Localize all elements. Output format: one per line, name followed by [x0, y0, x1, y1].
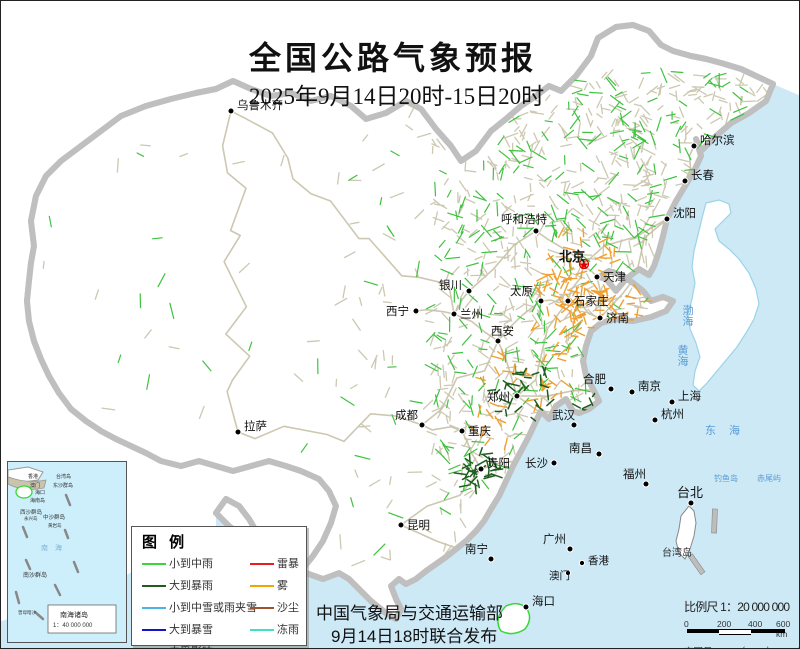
svg-text:中沙群岛: 中沙群岛: [43, 513, 66, 521]
svg-text:南海诸岛: 南海诸岛: [60, 610, 88, 619]
svg-text:海南岛: 海南岛: [30, 497, 45, 504]
svg-text:台湾岛: 台湾岛: [56, 473, 71, 480]
svg-text:海口: 海口: [35, 489, 45, 496]
svg-text:香港: 香港: [28, 473, 38, 480]
svg-text:西沙群岛: 西沙群岛: [20, 508, 43, 516]
svg-text:1：40 000 000: 1：40 000 000: [53, 623, 93, 629]
svg-text:黄岩岛: 黄岩岛: [48, 522, 62, 529]
svg-text:南沙群岛: 南沙群岛: [23, 571, 47, 579]
svg-text:曾母暗沙: 曾母暗沙: [18, 609, 36, 616]
svg-text:东沙群岛: 东沙群岛: [53, 482, 73, 489]
svg-text:澳门: 澳门: [30, 482, 40, 489]
svg-text:南 海: 南 海: [41, 543, 62, 552]
svg-text:永兴岛: 永兴岛: [24, 515, 38, 522]
